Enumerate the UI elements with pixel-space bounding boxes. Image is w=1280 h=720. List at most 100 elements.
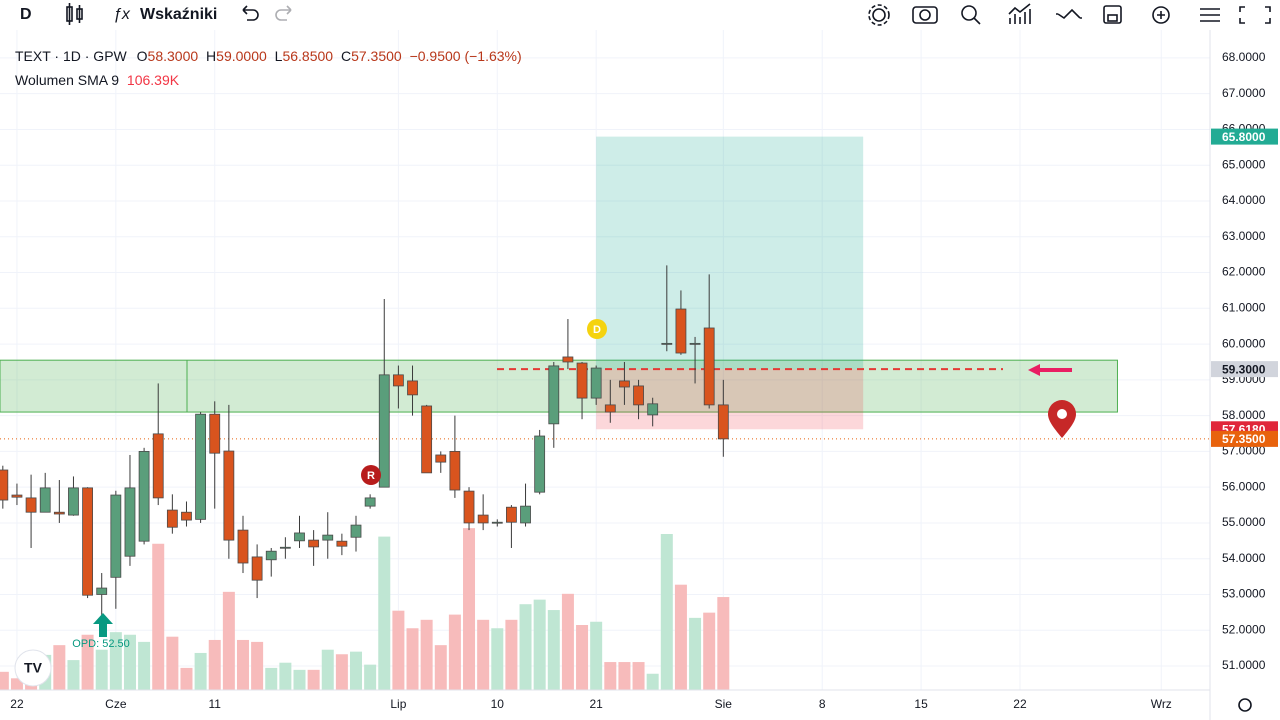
y-tick-label: 58.0000	[1222, 408, 1266, 422]
high-key: H	[206, 48, 216, 64]
settings-icon[interactable]	[872, 8, 886, 22]
y-tick-label: 52.0000	[1222, 622, 1266, 636]
volume-bar	[477, 619, 490, 690]
candle-body	[562, 356, 574, 363]
volume-bar	[307, 669, 320, 690]
candle-body	[590, 367, 602, 399]
candle-body	[53, 511, 65, 515]
candles	[0, 265, 729, 620]
x-tick-label: Lip	[390, 697, 406, 711]
candle-body	[604, 404, 616, 413]
candle-body	[576, 362, 588, 399]
save-icon[interactable]	[1103, 5, 1122, 24]
symbol-button[interactable]: D	[20, 6, 32, 23]
camera-icon[interactable]	[912, 6, 938, 24]
candle-body	[181, 511, 192, 521]
open-key: O	[137, 48, 148, 64]
low-value: 56.8500	[282, 48, 333, 64]
volume-bar	[180, 667, 193, 690]
price-badge-label: 59.3000	[1222, 362, 1266, 376]
y-tick-label: 68.0000	[1222, 50, 1266, 64]
candle-body	[308, 539, 320, 548]
settings-icon-ring[interactable]	[868, 4, 890, 26]
candle-body	[378, 374, 390, 488]
volume-bar	[392, 610, 405, 690]
alarm-plus	[1157, 11, 1165, 19]
low-key: L	[275, 48, 283, 64]
alerts-icon[interactable]	[1056, 8, 1082, 20]
volume-bar	[434, 645, 447, 690]
report-marker[interactable]	[361, 465, 381, 485]
legend: TEXT · 1D · GPW O58.3000 H59.0000 L56.85…	[15, 48, 522, 88]
note-arrow[interactable]	[93, 613, 113, 637]
volume-bar	[491, 628, 504, 690]
volume-name[interactable]: Wolumen SMA 9	[15, 72, 119, 88]
volume-bar	[561, 593, 574, 690]
x-tick-label: 15	[914, 697, 928, 711]
candle-body	[647, 403, 659, 416]
compare-icon[interactable]	[1008, 3, 1031, 24]
candle-body	[223, 450, 235, 541]
price-badge-label: 57.3500	[1222, 432, 1266, 446]
candle-body	[506, 506, 517, 523]
undo-icon[interactable]	[242, 5, 259, 21]
close-value: 57.3500	[351, 48, 402, 64]
volume-bar	[618, 662, 631, 690]
x-tick-label: 10	[491, 697, 505, 711]
volume-bar	[95, 649, 108, 690]
menu-icon[interactable]	[1200, 8, 1220, 22]
volume-bar	[293, 669, 306, 690]
bar-style-icon[interactable]	[66, 3, 83, 25]
report-label: R	[367, 470, 375, 482]
volume-bar	[109, 632, 122, 690]
volume-bar	[350, 651, 363, 690]
search-icon[interactable]	[961, 5, 977, 21]
x-tick-label: Wrz	[1151, 697, 1172, 711]
candle-body	[152, 433, 164, 499]
volume-bar	[81, 634, 94, 690]
price-badge	[1211, 361, 1278, 378]
candle-body	[520, 505, 531, 524]
volume-bar	[208, 639, 221, 690]
dividend-marker[interactable]	[587, 319, 607, 339]
volume-bar	[123, 634, 136, 690]
candle-body	[138, 450, 150, 542]
toolbar: D ƒx Wskaźniki	[20, 3, 1271, 26]
volume-bar	[547, 610, 560, 690]
tv-logo[interactable]	[14, 649, 52, 687]
candle-body	[68, 487, 79, 516]
volume-bar	[378, 536, 391, 690]
candle-body	[689, 342, 701, 345]
volume-pane	[0, 528, 730, 690]
volume-bar	[660, 534, 673, 690]
volume-bar	[335, 654, 348, 690]
volume-bar	[279, 662, 292, 690]
settings-icon-bottom[interactable]	[1238, 698, 1252, 712]
candle-body	[265, 550, 277, 561]
candle-body	[703, 327, 715, 406]
volume-bar	[138, 641, 151, 690]
redo-icon[interactable]	[275, 5, 292, 21]
y-tick-label: 61.0000	[1222, 300, 1266, 314]
search-handle	[973, 17, 981, 25]
price-badge	[1211, 128, 1278, 145]
candle-body	[110, 494, 122, 578]
volume-bar	[0, 671, 9, 690]
volume-bar	[67, 660, 80, 690]
volume-bar	[604, 662, 617, 690]
arrow-drawing[interactable]	[1028, 364, 1072, 376]
volume-bar	[448, 614, 461, 690]
fullscreen-icon[interactable]	[1239, 6, 1271, 24]
pin-dot	[1057, 409, 1067, 419]
symbol[interactable]: TEXT · 1D · GPW	[15, 48, 128, 64]
volume-bar	[364, 664, 377, 690]
y-tick-label: 51.0000	[1222, 658, 1266, 672]
y-tick-label: 67.0000	[1222, 86, 1266, 100]
indicators-button[interactable]: Wskaźniki	[140, 6, 217, 23]
alarm-icon[interactable]	[1152, 6, 1170, 24]
candle-body	[675, 308, 687, 354]
candle-body	[209, 413, 221, 454]
fx-icon[interactable]: ƒx	[113, 6, 131, 23]
x-tick-label: 8	[819, 697, 826, 711]
volume-bar	[152, 543, 165, 690]
